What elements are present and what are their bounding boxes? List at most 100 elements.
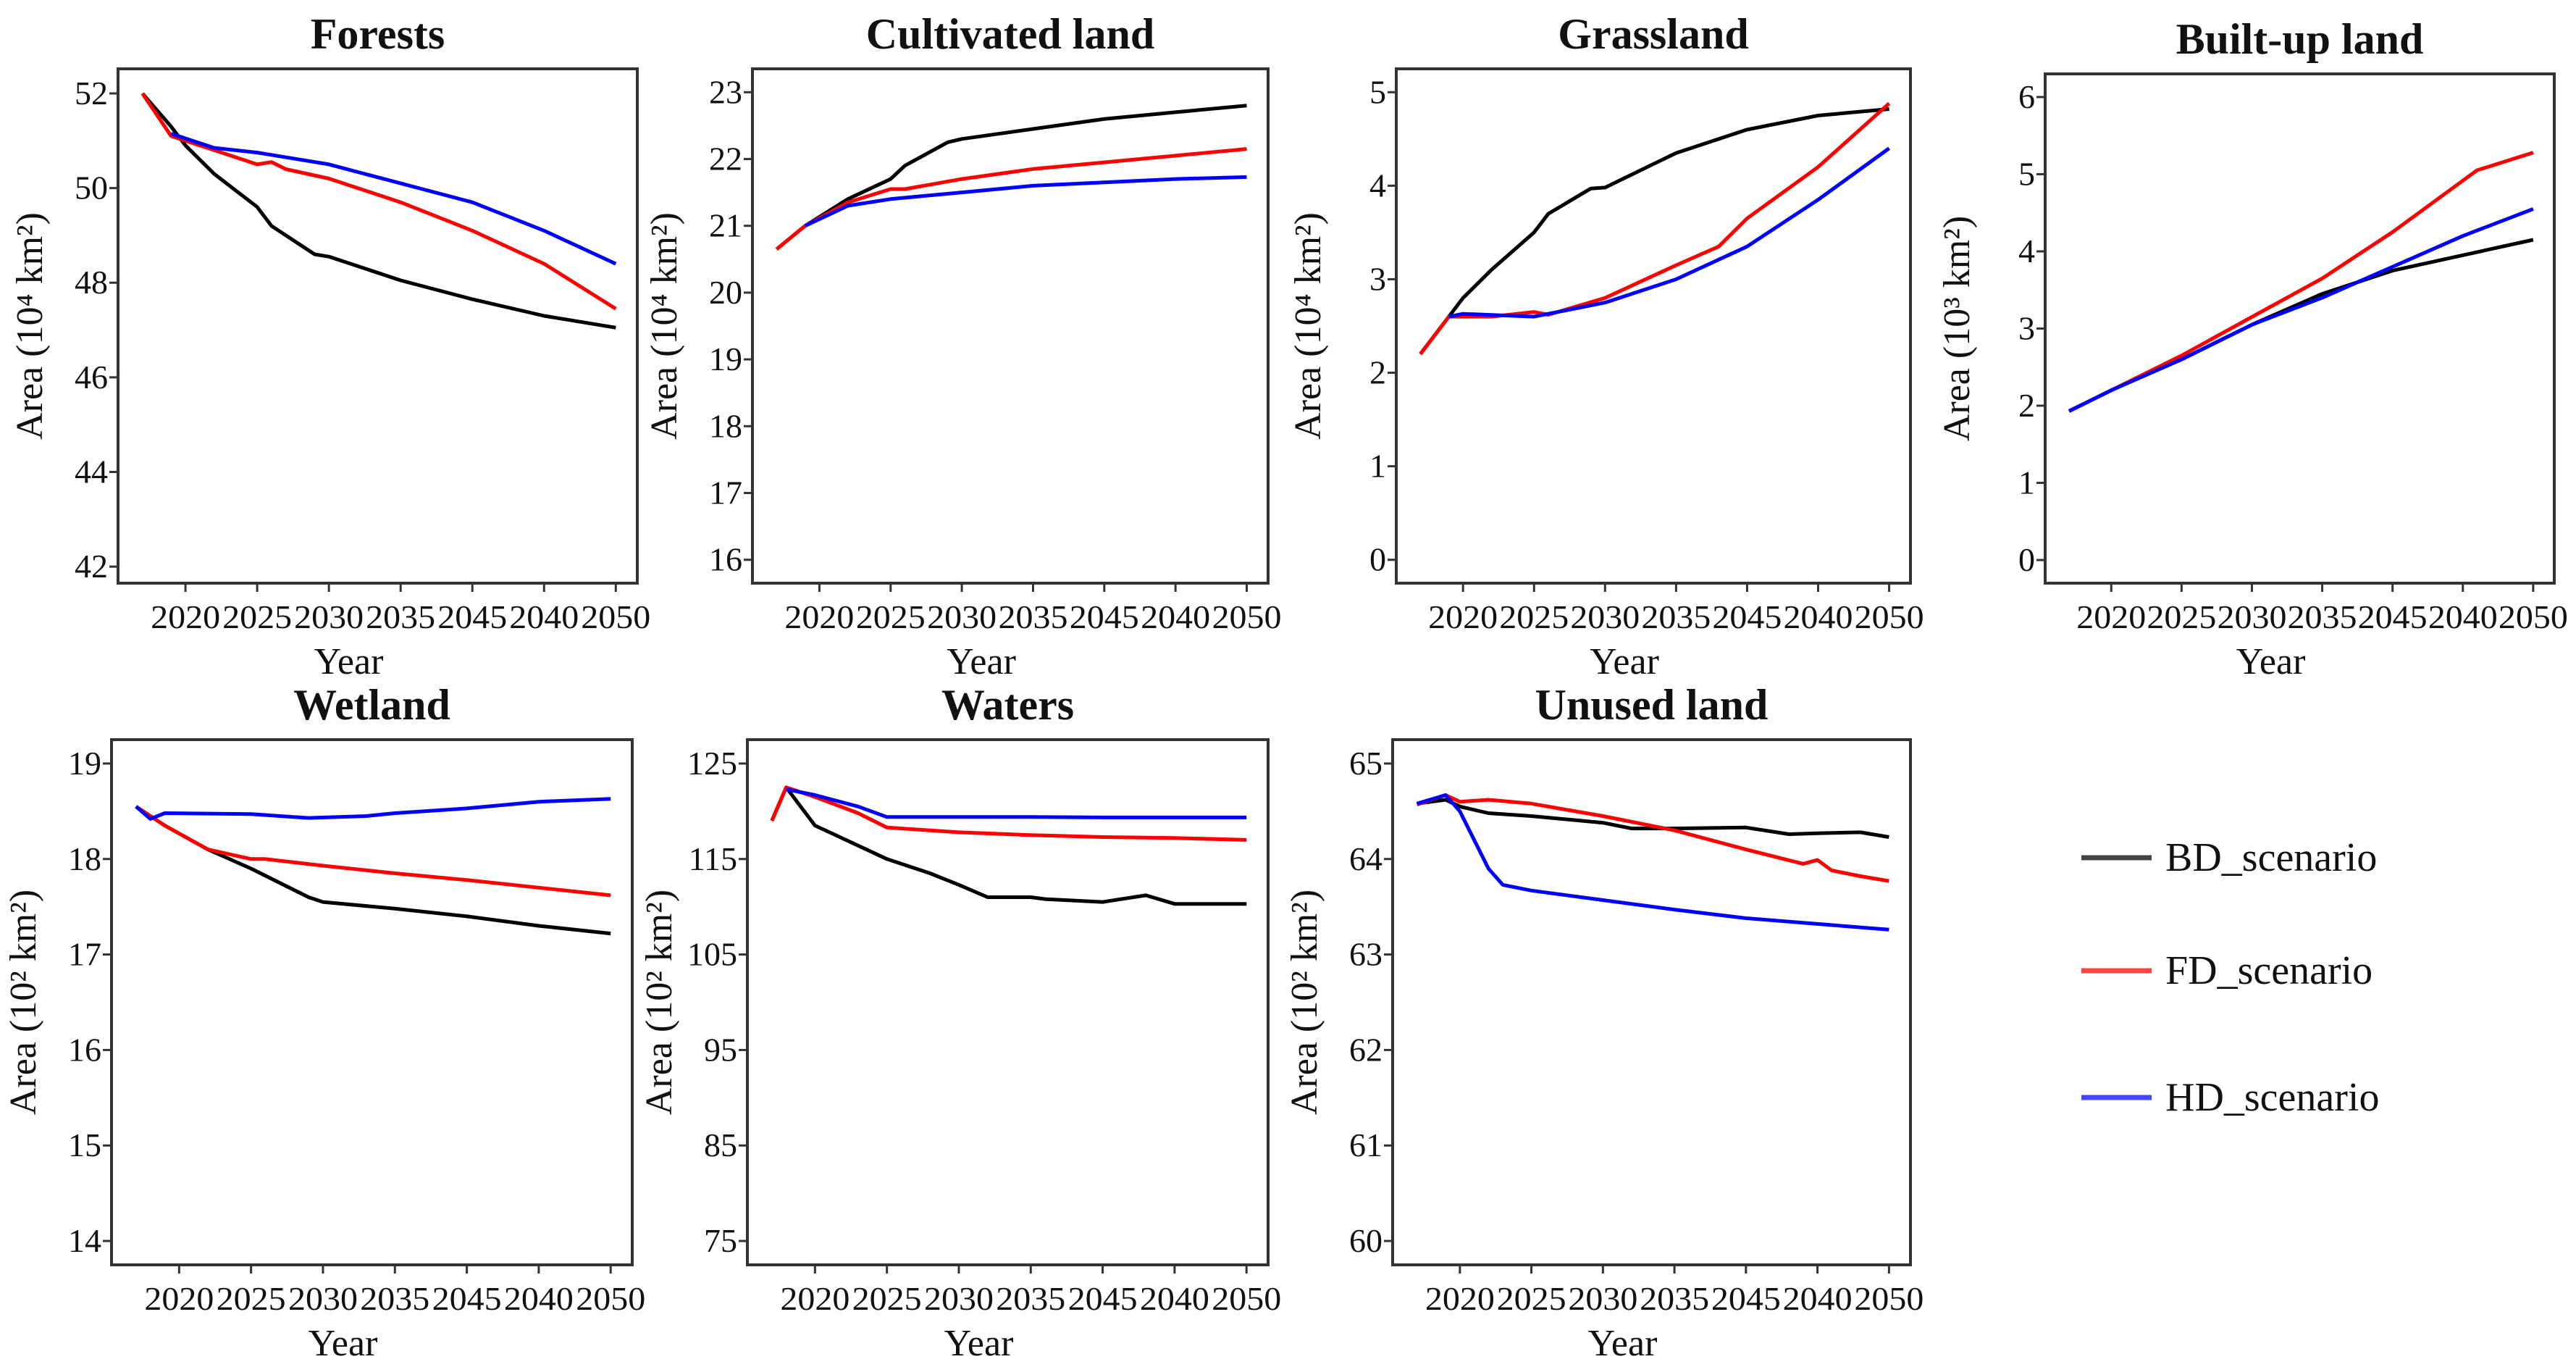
y-axis-label: Area (10³ km²) [1937,216,1978,441]
x-tick-label: 2030 [288,1280,358,1317]
series-line-bd-scenario [140,92,616,330]
x-tick-label: 2040 [1140,1280,1209,1317]
x-axis-label: Year [309,1323,378,1364]
series-line-fd-scenario [1416,793,1889,883]
y-tick-label: 1 [2018,464,2035,501]
legend-label-hd: HD_scenario [2165,1075,2379,1120]
x-tick-label: 2030 [927,598,997,635]
x-tick-label: 2045 [432,1280,502,1317]
panel-title: Unused land [1535,681,1769,729]
y-tick-label: 65 [1349,745,1383,782]
y-tick-label: 22 [709,140,742,177]
series-line-fd-scenario [135,805,611,898]
panel-title: Grassland [1558,10,1748,58]
panel-built-up-land: Built-up land 0 1 2 3 4 5 6 2020 2025 2030 2035 2045… [1937,15,2568,682]
plot-frame [1391,738,1912,1266]
y-tick-label: 21 [709,207,742,244]
x-tick-label: 2050 [1212,598,1281,635]
series-line-bd-scenario [1417,798,1889,839]
x-axis-label: Year [2236,641,2306,682]
y-tick-label: 75 [704,1222,737,1259]
x-tick-label: 2030 [2217,598,2286,635]
y-tick-label: 52 [75,75,108,112]
x-tick-label: 2030 [924,1280,994,1317]
y-tick-label: 3 [2018,310,2035,347]
legend: BD_scenario FD_scenario HD_scenario [2081,835,2379,1120]
y-tick-label: 95 [704,1031,737,1068]
plot-frame [751,67,1270,585]
x-tick-label: 2040 [1141,598,1210,635]
x-tick-label: 2040 [509,598,579,635]
series-line-hd-scenario [2068,207,2534,413]
x-tick-label: 2035 [998,598,1067,635]
x-tick-label: 2045 [1070,598,1139,635]
y-axis-label: Area (10⁴ km²) [9,212,51,440]
y-tick-label: 61 [1349,1126,1383,1163]
x-tick-label: 2025 [2147,598,2216,635]
y-tick-label: 6 [2018,78,2035,115]
x-tick-label: 2025 [1497,1280,1566,1317]
y-axis-label: Area (10⁴ km²) [644,212,685,440]
x-tick-label: 2020 [1428,598,1498,635]
x-axis-label: Year [944,1323,1014,1364]
y-tick-label: 46 [75,359,108,396]
y-tick-label: 0 [2018,541,2035,578]
y-tick-label: 50 [75,170,108,206]
legend-label-fd: FD_scenario [2165,948,2372,993]
y-tick-label: 2 [1369,354,1386,391]
y-tick-label: 17 [68,936,101,973]
x-tick-label: 2035 [360,1280,429,1317]
y-tick-label: 14 [68,1222,101,1259]
x-tick-label: 2050 [1854,1280,1923,1317]
series-line-fd-scenario [140,92,617,311]
x-tick-label: 2040 [1783,1280,1853,1317]
panel-title: Cultivated land [866,10,1154,58]
y-tick-label: 3 [1369,260,1386,297]
y-tick-label: 1 [1369,448,1386,485]
y-tick-label: 64 [1349,840,1383,877]
x-tick-label: 2040 [2428,598,2498,635]
panel-title: Wetland [293,681,450,729]
x-tick-label: 2040 [1784,598,1853,635]
x-tick-label: 2020 [151,598,220,635]
x-tick-label: 2020 [2076,598,2146,635]
y-tick-label: 4 [1369,167,1386,204]
series-line-hd-scenario [786,787,1247,819]
x-tick-label: 2050 [2499,598,2568,635]
x-tick-label: 2030 [294,598,364,635]
series-line-hd-scenario [170,132,617,266]
y-tick-label: 17 [709,475,742,511]
x-tick-label: 2035 [366,598,435,635]
y-tick-label: 19 [68,745,101,782]
x-tick-label: 2045 [2358,598,2428,635]
x-tick-label: 2030 [1570,598,1640,635]
x-axis-label: Year [1588,1323,1658,1364]
x-tick-label: 2050 [1855,598,1924,635]
x-tick-label: 2020 [144,1280,214,1317]
y-tick-label: 85 [704,1126,737,1163]
plot-frame [746,738,1270,1266]
series-line-bd-scenario [775,104,1247,251]
panel-title: Waters [941,681,1074,729]
y-tick-label: 18 [709,407,742,444]
x-tick-label: 2050 [581,598,650,635]
y-tick-label: 16 [709,541,742,578]
series-line-bd-scenario [1419,107,1889,356]
y-axis-label: Area (10⁴ km²) [1288,212,1329,440]
x-tick-label: 2025 [222,598,292,635]
x-tick-label: 2035 [996,1280,1065,1317]
series-line-hd-scenario [804,175,1247,227]
x-tick-label: 2040 [504,1280,574,1317]
y-tick-label: 5 [1369,73,1386,110]
x-tick-label: 2035 [2288,598,2357,635]
x-tick-label: 2050 [576,1280,645,1317]
y-axis-label: Area (10² km²) [1284,890,1325,1115]
panel-grassland: Grassland 0 1 2 3 4 5 2020 2025 2030 2035 2045 2040 2… [1288,10,1924,682]
x-tick-label: 2025 [852,1280,922,1317]
y-axis-label: Area (10² km²) [639,890,680,1115]
